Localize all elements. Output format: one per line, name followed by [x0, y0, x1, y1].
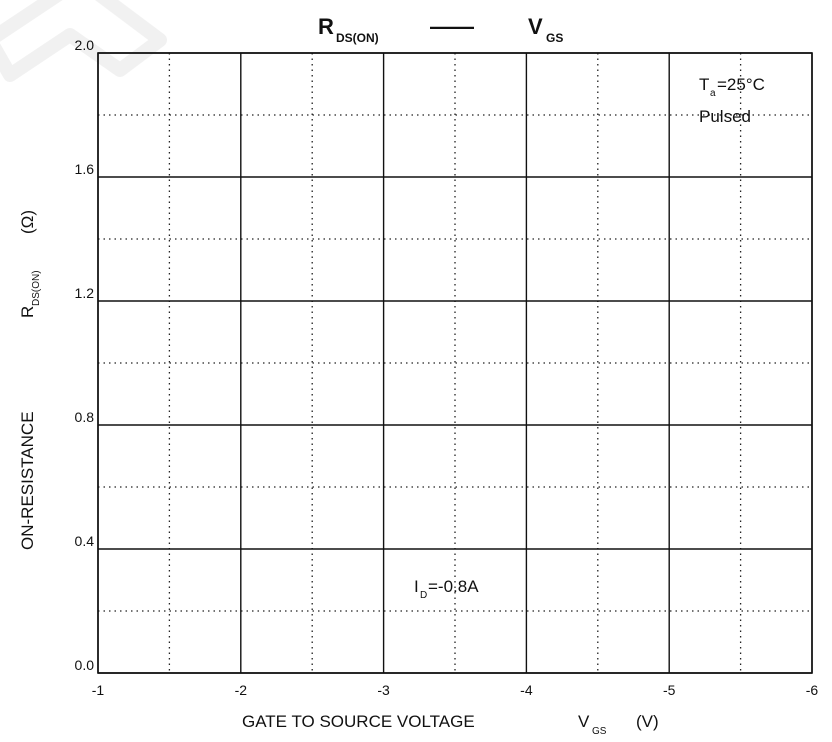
title-right-main: V [528, 14, 543, 39]
condition-pulsed: Pulsed [699, 107, 751, 126]
x-axis-label-unit: (V) [636, 712, 659, 731]
title-left-sub: DS(ON) [336, 31, 379, 45]
y-tick-label: 0.8 [75, 409, 95, 425]
watermark-shape [0, 0, 167, 82]
x-axis-label-main: GATE TO SOURCE VOLTAGE [242, 712, 475, 731]
x-tick-label: -2 [235, 682, 248, 698]
y-tick-labels: 0.0 0.4 0.8 1.2 1.6 2.0 [75, 37, 95, 673]
x-tick-labels: -1 -2 -3 -4 -5 -6 [92, 682, 819, 698]
title-right-sub: GS [546, 31, 563, 45]
y-axis-label-unit: (Ω) [18, 210, 37, 234]
x-axis-label: GATE TO SOURCE VOLTAGE V GS (V) [242, 712, 659, 737]
y-axis-label-symbol: R [18, 306, 37, 318]
plot-frame [97, 52, 813, 674]
condition-temp-value: =25°C [717, 75, 765, 94]
y-axis-label-symbol-sub: DS(ON) [31, 270, 42, 306]
title-separator: —— [430, 14, 474, 39]
y-tick-label: 0.4 [75, 533, 95, 549]
y-tick-label: 1.6 [75, 161, 95, 177]
current-value: =-0.8A [428, 577, 479, 596]
y-tick-label: 2.0 [75, 37, 95, 53]
condition-temp-sub: a [710, 88, 716, 99]
condition-temp-main: T [699, 75, 709, 94]
title-left-main: R [318, 14, 334, 39]
chart-title: R DS(ON) —— V GS [318, 14, 563, 45]
y-tick-label: 1.2 [75, 285, 95, 301]
minor-gridlines [98, 53, 812, 673]
y-tick-label: 0.0 [75, 657, 95, 673]
x-tick-label: -6 [806, 682, 819, 698]
y-axis-label-main: ON-RESISTANCE [18, 411, 37, 550]
x-tick-label: -1 [92, 682, 105, 698]
conditions-annotation: T a =25°C Pulsed [699, 75, 765, 126]
x-tick-label: -5 [663, 682, 676, 698]
x-axis-label-symbol: V [578, 712, 590, 731]
current-annotation: I D =-0.8A [414, 577, 479, 601]
current-main: I [414, 577, 419, 596]
x-tick-label: -4 [520, 682, 533, 698]
x-axis-label-symbol-sub: GS [592, 726, 607, 737]
current-sub: D [420, 590, 427, 601]
x-tick-label: -3 [377, 682, 390, 698]
y-axis-label: ON-RESISTANCE R DS(ON) (Ω) [18, 210, 42, 550]
